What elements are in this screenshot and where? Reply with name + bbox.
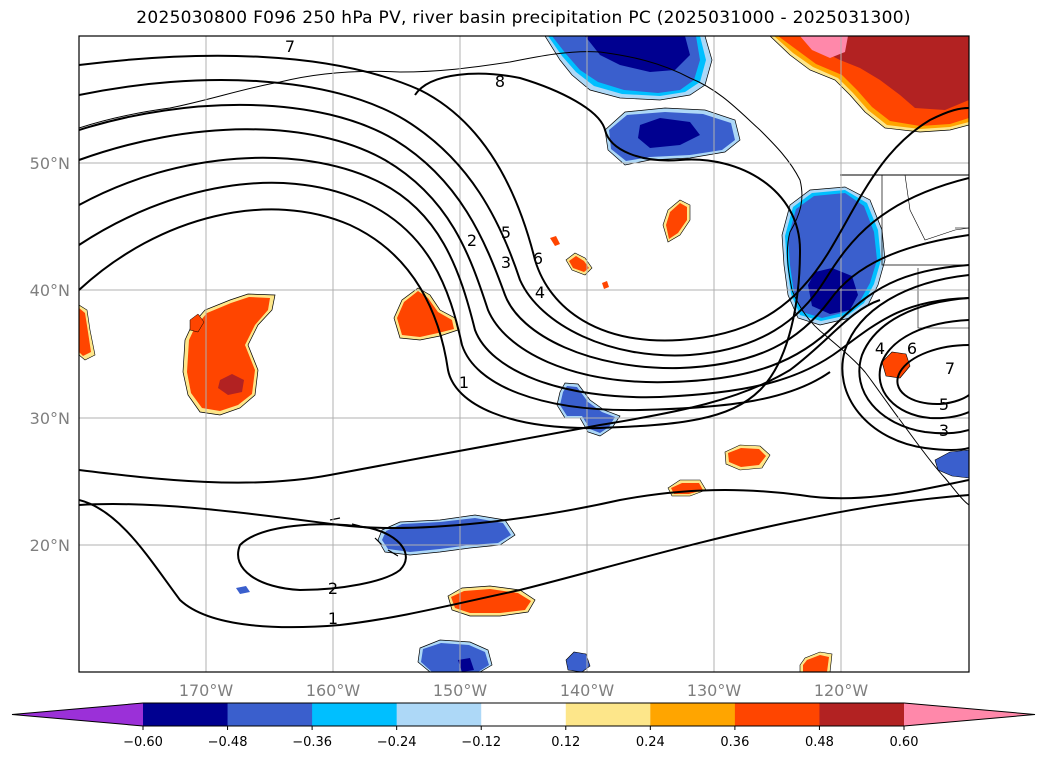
contour-label: 7	[285, 37, 295, 56]
positive-anomaly-region	[799, 651, 833, 672]
lat-tick-label: 20°N	[30, 536, 70, 555]
colorbar-segment	[481, 703, 567, 726]
colorbar-tick-label: −0.12	[461, 735, 501, 750]
colorbar-segment	[819, 703, 905, 726]
positive-anomaly-region	[447, 585, 536, 617]
positive-anomaly-region	[769, 36, 969, 133]
contour-label: 6	[533, 249, 543, 268]
coastline-layer	[79, 51, 969, 557]
contour-label: 7	[945, 359, 955, 378]
chart-title: 2025030800 F096 250 hPa PV, river basin …	[136, 8, 911, 28]
lat-tick-label: 50°N	[30, 154, 70, 173]
negative-anomaly-region	[417, 639, 493, 672]
positive-anomaly-region	[550, 236, 609, 289]
map-content	[79, 36, 969, 672]
lon-tick-label: 120°W	[814, 681, 869, 700]
lon-tick-label: 170°W	[179, 681, 234, 700]
positive-anomaly-region	[393, 287, 459, 341]
lat-tick-label: 40°N	[30, 281, 70, 300]
colorbar-segment	[227, 703, 313, 726]
contour-label: 5	[939, 395, 949, 414]
colorbar-segment	[565, 703, 651, 726]
contour-label: 3	[501, 253, 511, 272]
map-frame	[78, 35, 970, 673]
colorbar-segment	[312, 703, 398, 726]
colorbar-tick-label: 0.36	[720, 735, 749, 750]
contour-label: 3	[939, 421, 949, 440]
lon-tick-label: 130°W	[687, 681, 742, 700]
colorbar-segment	[396, 703, 482, 726]
positive-anomaly-region	[662, 199, 691, 243]
lat-tick-label: 30°N	[30, 409, 70, 428]
colorbar-tick-label: −0.36	[292, 735, 332, 750]
contour-labels: 8 2 5 3 6 4 1 2 1 7 6 4 5 3 7	[285, 37, 955, 628]
pv-contours	[79, 54, 969, 629]
lon-tick-label: 160°W	[306, 681, 361, 700]
lon-tick-label: 150°W	[433, 681, 488, 700]
colorbar-tick-label: −0.60	[123, 735, 163, 750]
contour-label: 1	[328, 609, 338, 628]
colorbar-segment	[734, 703, 820, 726]
contour-label: 1	[459, 373, 469, 392]
contour-label: 4	[875, 339, 885, 358]
contour-label: 4	[535, 283, 545, 302]
colorbar-segment	[650, 703, 736, 726]
contour-label: 2	[328, 579, 338, 598]
graticule	[79, 36, 969, 672]
colorbar-extend-max	[904, 703, 1035, 726]
positive-anomaly-region	[881, 351, 911, 379]
colorbar-extend-min	[12, 703, 143, 726]
contour-label: 8	[495, 72, 505, 91]
contour-label: 5	[501, 223, 511, 242]
negative-anomaly-region	[781, 186, 886, 326]
colorbar-tick-label: 0.12	[551, 735, 580, 750]
positive-anomaly-region	[79, 304, 96, 361]
colorbar: −0.60 −0.48 −0.36 −0.24 −0.12 0.12 0.24 0.36 0.4…	[11, 702, 1036, 750]
colorbar-tick-label: 0.60	[890, 735, 919, 750]
lon-axis: 170°W 160°W 150°W 140°W 130°W 120°W	[179, 681, 869, 700]
contour-label: 2	[467, 231, 477, 250]
lat-axis: 20°N 30°N 40°N 50°N	[30, 154, 70, 555]
colorbar-tick-label: −0.24	[377, 735, 417, 750]
contour-label: 6	[907, 339, 917, 358]
colorbar-tick-label: −0.48	[208, 735, 248, 750]
colorbar-segment	[143, 703, 229, 726]
colorbar-tick-label: 0.48	[805, 735, 834, 750]
lon-tick-label: 140°W	[560, 681, 615, 700]
colorbar-tick-label: 0.24	[636, 735, 665, 750]
negative-anomaly-region	[236, 586, 591, 672]
